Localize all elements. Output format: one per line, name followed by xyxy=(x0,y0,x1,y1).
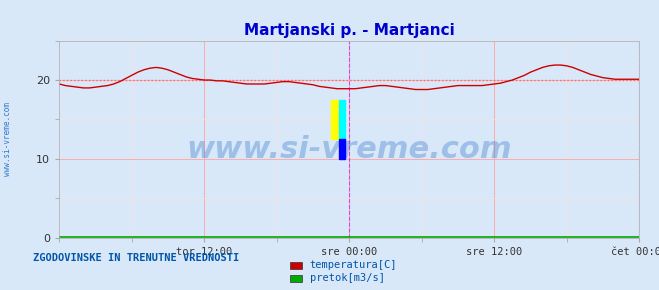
Text: www.si-vreme.com: www.si-vreme.com xyxy=(186,135,512,164)
Bar xyxy=(339,139,345,159)
Text: www.si-vreme.com: www.si-vreme.com xyxy=(3,102,13,176)
Bar xyxy=(339,100,345,139)
Text: ZGODOVINSKE IN TRENUTNE VREDNOSTI: ZGODOVINSKE IN TRENUTNE VREDNOSTI xyxy=(33,253,239,263)
Bar xyxy=(331,100,339,139)
Text: pretok[m3/s]: pretok[m3/s] xyxy=(310,273,385,283)
Text: temperatura[C]: temperatura[C] xyxy=(310,260,397,270)
Title: Martjanski p. - Martjanci: Martjanski p. - Martjanci xyxy=(244,23,455,38)
